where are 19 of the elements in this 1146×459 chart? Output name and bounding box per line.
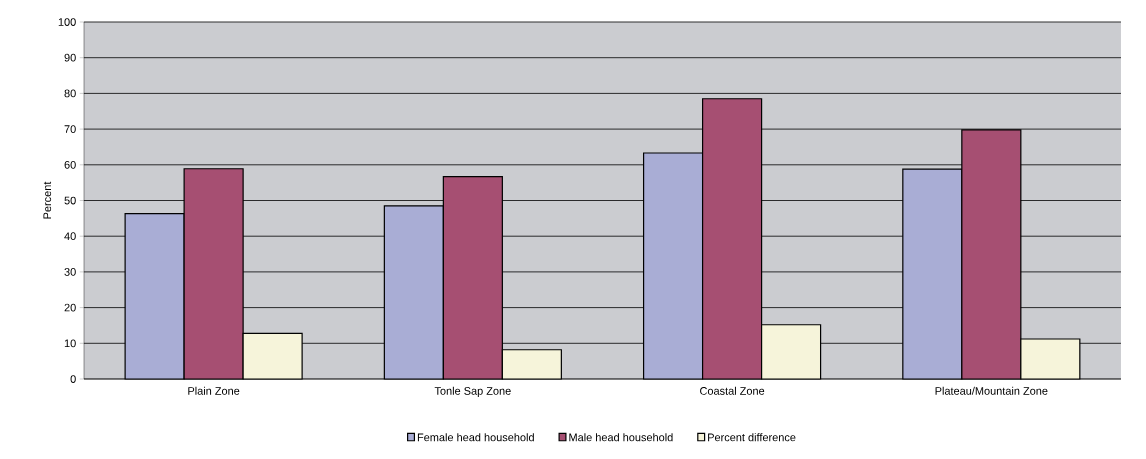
legend-label: Male head household	[569, 433, 673, 442]
legend-label: Female head household	[417, 433, 534, 442]
y-tick-label: 50	[64, 196, 76, 205]
y-tick-label: 10	[64, 339, 76, 348]
x-tick-label: Coastal Zone	[700, 386, 765, 395]
x-tick-label: Plain Zone	[188, 386, 240, 395]
y-tick-label: 80	[64, 89, 76, 98]
y-tick-label: 0	[70, 375, 76, 383]
y-tick-label: 20	[64, 303, 76, 312]
y-tick-label: 90	[64, 53, 76, 62]
y-tick-label: 30	[64, 268, 76, 276]
y-tick-label: 60	[64, 160, 76, 169]
x-tick-label: Plateau/Mountain Zone	[935, 386, 1048, 395]
legend-label: Percent difference	[708, 433, 796, 442]
y-axis-title: Percent	[43, 181, 52, 219]
y-tick-label: 40	[64, 232, 76, 241]
y-tick-label: 100	[58, 18, 76, 26]
y-tick-label: 70	[64, 125, 76, 133]
x-tick-label: Tonle Sap Zone	[434, 386, 511, 397]
